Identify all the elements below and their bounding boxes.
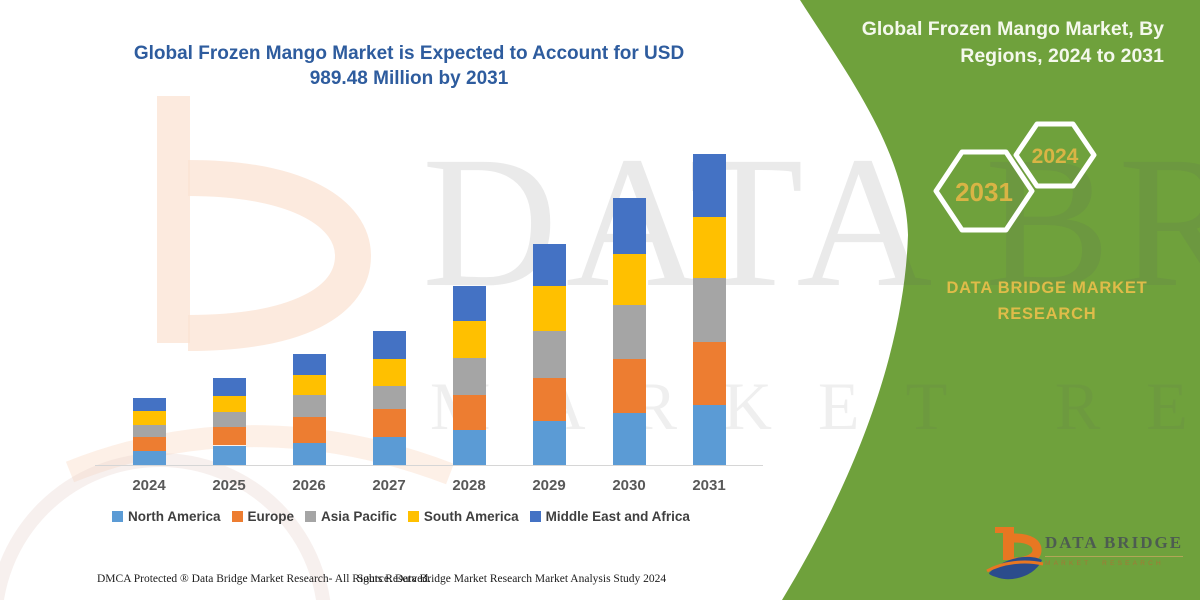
bar-segment-middle-east-and-africa [532, 243, 566, 287]
legend-item-middle-east-and-africa: Middle East and Africa [529, 509, 690, 524]
legend-swatch [407, 511, 419, 522]
chart-legend: North America Europe Asia Pacific South Ame… [112, 509, 690, 524]
legend-item-asia-pacific: Asia Pacific [305, 509, 397, 524]
bar-segment-north-america [212, 445, 246, 465]
brand-text: DATA BRIDGE MARKET RESEARCH [928, 276, 1166, 327]
x-axis-label: 2030 [612, 477, 646, 494]
bar-segment-north-america [292, 442, 326, 465]
bar-segment-middle-east-and-africa [612, 197, 646, 254]
logo-underswoosh [986, 560, 1044, 573]
bar-segment-south-america [692, 216, 726, 278]
bar-segment-asia-pacific [292, 394, 326, 417]
bar-segment-middle-east-and-africa [292, 354, 326, 375]
legend-label: South America [423, 509, 519, 524]
chart-title-line1: Global Frozen Mango Market is Expected t… [133, 43, 685, 64]
x-axis-label: 2026 [292, 477, 326, 494]
bar-segment-europe [532, 378, 566, 421]
hexagon-2031-label: 2031 [955, 177, 1013, 207]
legend-swatch [305, 511, 317, 522]
brand-text-line1: DATA BRIDGE MARKET [946, 279, 1148, 297]
bar-segment-south-america [532, 286, 566, 332]
bar-segment-asia-pacific [452, 357, 486, 395]
bar-segment-europe [692, 342, 726, 406]
bar-segment-north-america [612, 413, 646, 465]
bar-segment-europe [292, 416, 326, 443]
x-axis-label: 2028 [452, 477, 486, 494]
chart-title-line2: 989.48 Million by 2031 [309, 67, 509, 89]
hexagon-2024-label: 2024 [1032, 145, 1079, 168]
bar-segment-south-america [452, 321, 486, 358]
bar-segment-europe [132, 437, 166, 451]
bar-segment-asia-pacific [532, 331, 566, 379]
bar-segment-north-america [692, 405, 726, 465]
legend-item-north-america: North America [112, 509, 221, 524]
side-panel-heading-line2: Regions, 2024 to 2031 [960, 44, 1164, 67]
side-panel-heading-line1: Global Frozen Mango Market, By [861, 18, 1164, 40]
logo-text-block: DATA BRIDGE MARKET RESEARCH [1045, 533, 1184, 567]
legend-item-south-america: South America [407, 509, 519, 524]
legend-swatch [112, 511, 123, 522]
bar-segment-south-america [372, 358, 406, 387]
legend-item-europe: Europe [231, 509, 295, 524]
bar-segment-europe [612, 359, 646, 414]
logo-name: DATA BRIDGE [1045, 533, 1184, 557]
x-axis-label: 2025 [212, 477, 246, 494]
bar-segment-south-america [612, 253, 646, 305]
chart-title: Global Frozen Mango Market is Expected t… [98, 42, 720, 91]
hexagon-2024 [1013, 121, 1097, 189]
bar-segment-middle-east-and-africa [692, 154, 726, 217]
bar-segment-asia-pacific [212, 412, 246, 427]
data-bridge-logo-icon [986, 527, 1044, 580]
legend-swatch [529, 511, 541, 522]
x-axis-label: 2031 [692, 477, 726, 494]
bar-segment-middle-east-and-africa [452, 286, 486, 322]
bar-segment-south-america [212, 395, 246, 413]
bar-segment-middle-east-and-africa [132, 398, 166, 411]
bar-segment-asia-pacific [132, 424, 166, 438]
legend-label: Middle East and Africa [545, 509, 690, 524]
x-axis-label: 2024 [132, 477, 166, 494]
brand-text-line2: RESEARCH [997, 304, 1097, 323]
legend-swatch [231, 511, 243, 522]
bar-segment-asia-pacific [612, 305, 646, 360]
dmca-notice: DMCA Protected ® Data Bridge Market Rese… [97, 573, 431, 585]
legend-label: Asia Pacific [321, 509, 397, 524]
bar-segment-north-america [532, 420, 566, 465]
bar-segment-europe [452, 394, 486, 430]
legend-label: Europe [247, 509, 295, 524]
hexagon-2031 [933, 149, 1035, 233]
x-axis-label: 2027 [372, 477, 406, 494]
side-panel-heading: Global Frozen Mango Market, By Regions, … [844, 16, 1164, 70]
bar-segment-north-america [452, 429, 486, 465]
bar-segment-middle-east-and-africa [372, 331, 406, 359]
x-axis-line [95, 465, 763, 466]
logo-subtitle: MARKET RESEARCH [1045, 560, 1164, 567]
bar-segment-europe [372, 409, 406, 438]
bar-segment-asia-pacific [692, 277, 726, 343]
bar-segment-europe [212, 426, 246, 446]
year-hexagons: 2031 2024 [933, 121, 1097, 233]
bar-segment-south-america [132, 410, 166, 425]
bar-segment-asia-pacific [372, 386, 406, 410]
bar-segment-middle-east-and-africa [212, 377, 246, 396]
source-note: Source: Data Bridge Market Research Mark… [357, 573, 667, 585]
x-axis-label: 2029 [532, 477, 566, 494]
bar-segment-north-america [372, 437, 406, 465]
bar-segment-south-america [292, 374, 326, 395]
logo-b-stem [1003, 527, 1014, 560]
bar-segment-north-america [132, 450, 166, 465]
legend-label: North America [128, 509, 221, 524]
